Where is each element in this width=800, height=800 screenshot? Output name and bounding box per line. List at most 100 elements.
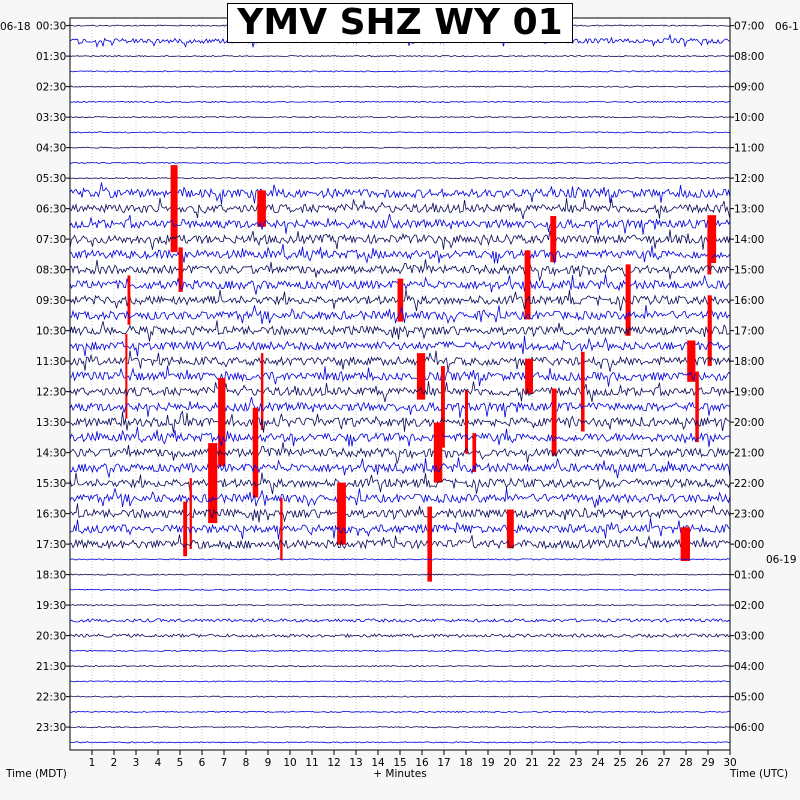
trace-line (69, 680, 731, 683)
minute-tick-label: 7 (221, 757, 228, 769)
minute-tick-label: 16 (415, 757, 429, 769)
time-label-utc: 01:00 (734, 570, 764, 582)
minute-tick-label: 4 (155, 757, 162, 769)
trace-line (69, 176, 731, 180)
date-label-utc: 06-19 (766, 554, 797, 566)
trace-line (69, 741, 731, 744)
date-label-left: 06-18 (0, 21, 31, 33)
clipped-event (178, 247, 183, 292)
clipped-event (472, 433, 477, 473)
time-label-utc: 06:00 (734, 722, 764, 734)
minute-tick-label: 11 (305, 757, 318, 769)
clipped-event (687, 340, 696, 382)
clipped-event (280, 497, 283, 561)
clipped-event (416, 353, 426, 400)
trace-line (69, 161, 731, 164)
trace-line (69, 426, 731, 447)
time-label-mdt: 12:30 (36, 387, 66, 399)
time-label-mdt: 20:30 (36, 631, 66, 643)
clipped-event (524, 250, 531, 320)
time-label-mdt: 13:30 (36, 417, 66, 429)
time-label-utc: 09:00 (734, 82, 764, 94)
time-label-mdt: 17:30 (36, 539, 66, 551)
trace-line (69, 70, 730, 73)
footer-right-label: Time (UTC) (729, 768, 788, 780)
time-label-utc: 21:00 (734, 448, 764, 460)
time-label-mdt: 01:30 (36, 51, 66, 63)
time-label-utc: 13:00 (734, 204, 764, 216)
clipped-event (707, 295, 712, 366)
trace-line (69, 304, 731, 325)
clipped-event (707, 215, 717, 263)
clipped-event (127, 275, 131, 325)
minute-tick-label: 15 (393, 757, 406, 769)
trace-line (69, 588, 731, 591)
clipped-event (707, 234, 712, 275)
trace-line (69, 397, 731, 418)
trace-line (69, 229, 731, 250)
time-label-mdt: 15:30 (36, 478, 66, 490)
plot-title: YMV SHZ WY 01 (227, 3, 573, 43)
time-label-utc: 17:00 (734, 326, 764, 338)
time-label-mdt: 09:30 (36, 295, 66, 307)
minute-tick-label: 20 (503, 757, 516, 769)
minute-tick-label: 18 (459, 757, 472, 769)
minute-tick-label: 3 (133, 757, 140, 769)
time-label-utc: 23:00 (734, 509, 764, 521)
minute-tick-label: 2 (111, 757, 118, 769)
time-label-mdt: 06:30 (36, 204, 66, 216)
clipped-event (170, 165, 178, 253)
trace-line (69, 146, 731, 149)
trace-line (69, 649, 731, 652)
time-label-utc: 15:00 (734, 265, 764, 277)
time-label-mdt: 07:30 (36, 234, 66, 246)
clipped-event (337, 482, 346, 545)
trace-line (69, 410, 731, 433)
clipped-event (441, 366, 445, 448)
clipped-event (525, 358, 533, 394)
time-label-mdt: 14:30 (36, 448, 66, 460)
time-label-utc: 10:00 (734, 112, 764, 124)
time-label-utc: 12:00 (734, 173, 764, 185)
clipped-event (125, 333, 128, 419)
trace-line (69, 182, 731, 205)
time-label-utc: 04:00 (734, 661, 764, 673)
clipped-event (427, 506, 432, 582)
time-label-mdt: 10:30 (36, 326, 66, 338)
clipped-event (550, 216, 557, 263)
trace-line (69, 214, 731, 235)
trace-line (69, 381, 731, 403)
minute-tick-label: 30 (723, 757, 736, 769)
time-label-utc: 22:00 (734, 478, 764, 490)
time-label-mdt: 03:30 (36, 112, 66, 124)
time-label-mdt: 08:30 (36, 265, 66, 277)
footer-left-label: Time (MDT) (5, 768, 67, 780)
time-label-utc: 05:00 (734, 692, 764, 704)
time-label-utc: 16:00 (734, 295, 764, 307)
time-label-mdt: 02:30 (36, 82, 66, 94)
trace-line (69, 85, 731, 88)
minute-tick-label: 12 (327, 757, 340, 769)
minute-tick-label: 17 (437, 757, 450, 769)
minute-tick-label: 9 (265, 757, 272, 769)
time-label-utc: 19:00 (734, 387, 764, 399)
time-label-utc: 11:00 (734, 143, 764, 155)
date-label-right: 06-1 (775, 21, 799, 33)
clipped-event (218, 377, 226, 467)
minute-tick-label: 8 (243, 757, 250, 769)
time-label-utc: 07:00 (734, 21, 764, 33)
minute-tick-label: 24 (591, 757, 605, 769)
time-label-utc: 20:00 (734, 417, 764, 429)
minute-tick-label: 19 (481, 757, 494, 769)
clipped-event (208, 443, 218, 524)
trace-line (69, 617, 731, 623)
clipped-event (551, 388, 557, 456)
trace-line (69, 710, 731, 714)
clipped-event (680, 527, 690, 561)
trace-line (69, 320, 731, 342)
trace-line (69, 558, 731, 561)
clipped-event (433, 422, 443, 483)
time-label-mdt: 19:30 (36, 600, 66, 612)
trace-line (69, 573, 731, 576)
minute-tick-label: 5 (177, 757, 184, 769)
